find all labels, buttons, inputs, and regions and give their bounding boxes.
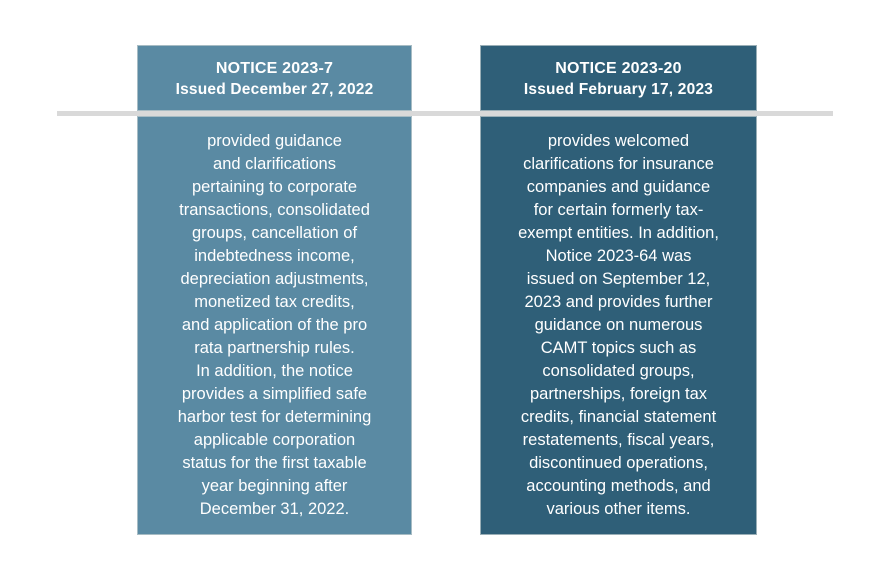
notice-2023-20-issued-date: Issued February 17, 2023 bbox=[523, 81, 714, 98]
notice-2023-20-title: NOTICE 2023-20 bbox=[555, 60, 682, 77]
notice-2023-7-issued-date: Issued December 27, 2022 bbox=[175, 81, 374, 98]
notice-2023-7-title: NOTICE 2023-7 bbox=[215, 60, 334, 77]
notice-2023-20-body: provides welcomed clarifications for ins… bbox=[480, 116, 757, 535]
notice-2023-7-body: provided guidance and clarifications per… bbox=[137, 116, 412, 535]
notice-2023-7-header: NOTICE 2023-7 Issued December 27, 2022 bbox=[137, 45, 412, 111]
horizontal-divider-line bbox=[57, 111, 833, 116]
notice-2023-7-description: provided guidance and clarifications per… bbox=[177, 132, 372, 518]
notice-2023-20-header: NOTICE 2023-20 Issued February 17, 2023 bbox=[480, 45, 757, 111]
notice-2023-20-description: provides welcomed clarifications for ins… bbox=[518, 132, 719, 518]
